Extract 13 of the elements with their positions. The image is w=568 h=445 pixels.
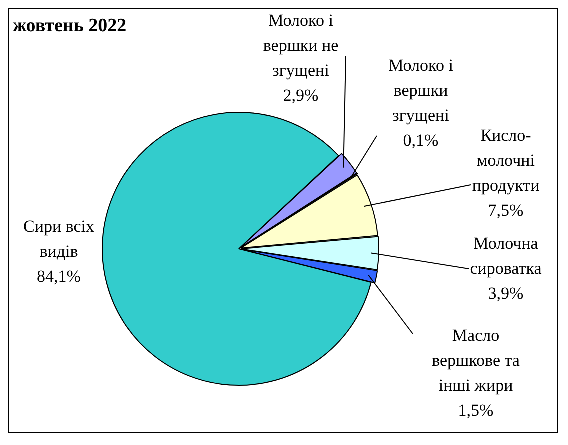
slice-label: Кисло-молочні продукти	[472, 126, 540, 195]
data-label: 7,5%	[488, 200, 524, 220]
data-label: 84,1%	[37, 266, 81, 286]
data-label: 0,1%	[403, 130, 439, 150]
data-label: 2,9%	[283, 86, 319, 105]
data-label: 1,5%	[458, 400, 494, 420]
data-label: 3,9%	[488, 284, 524, 303]
slice-label: Молочна сироватка	[470, 234, 542, 278]
slice-label: Сири всіх видів	[24, 216, 95, 261]
slice-label: Масло вершкове та інші жири	[432, 326, 520, 395]
slice-label: Молоко і вершки не згущені	[263, 10, 339, 80]
slice-label: Молоко і вершки згущені	[388, 56, 454, 125]
chart-title: жовтень 2022	[13, 15, 127, 36]
